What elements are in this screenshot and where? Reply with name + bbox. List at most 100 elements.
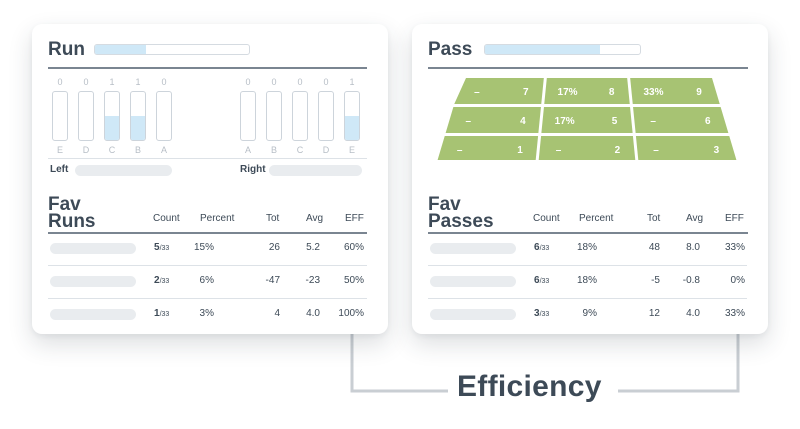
zone-percent: 17% <box>555 116 575 127</box>
zone-number: 2 <box>615 145 621 156</box>
pass-zone-cell[interactable] <box>630 78 720 104</box>
zone-percent: – <box>466 116 472 127</box>
col-percent: Percent <box>200 213 235 224</box>
gap-value: 0 <box>57 77 63 87</box>
cell-tot: 26 <box>268 242 280 253</box>
cell-count: 5/33 <box>154 242 170 253</box>
pass-title-rule <box>428 67 748 69</box>
zone-number: 1 <box>517 145 523 156</box>
pass-title: Pass <box>428 39 473 60</box>
cell-percent: 18% <box>576 275 597 286</box>
cell-eff: 0% <box>730 275 745 286</box>
row-divider <box>428 265 747 266</box>
row-name-bar <box>50 276 136 287</box>
left-side-bar <box>75 165 172 176</box>
gap-value: 1 <box>109 77 115 87</box>
cell-avg: 4.0 <box>306 308 320 319</box>
col-count: Count <box>533 213 560 224</box>
gaps-divider <box>48 158 367 159</box>
cell-percent: 6% <box>199 275 214 286</box>
gap-label: A <box>160 145 167 155</box>
cell-avg: 8.0 <box>686 242 700 253</box>
gap-label: E <box>348 145 355 155</box>
row-name-bar <box>430 276 516 287</box>
gap-value: 0 <box>271 77 277 87</box>
gap-value: 1 <box>135 77 141 87</box>
pass-zone-cell[interactable] <box>538 136 636 160</box>
cell-eff: 50% <box>343 275 364 286</box>
gap-value: 0 <box>83 77 89 87</box>
cell-avg: -23 <box>305 275 320 286</box>
gap-tube <box>240 91 256 141</box>
gap-label: B <box>134 145 141 155</box>
cell-avg: -0.8 <box>682 275 700 286</box>
cell-eff: 60% <box>343 242 364 253</box>
cell-count: 6/33 <box>534 275 550 286</box>
cell-count: 3/33 <box>534 308 550 319</box>
cell-percent: 15% <box>193 242 214 253</box>
gap-tube <box>104 91 120 141</box>
pass-progress-fill <box>485 45 600 54</box>
col-avg: Avg <box>686 213 704 224</box>
pass-zone-cell[interactable] <box>633 107 729 133</box>
col-tot: Tot <box>647 213 661 224</box>
gap-label: E <box>56 145 63 155</box>
row-divider <box>48 265 367 266</box>
gap-value: 0 <box>161 77 167 87</box>
run-title: Run <box>48 39 85 60</box>
cell-eff: 33% <box>724 242 745 253</box>
right-label: Right <box>240 164 266 175</box>
row-divider <box>48 298 367 299</box>
fav-runs-rule <box>48 232 367 234</box>
zone-percent: 33% <box>643 87 663 98</box>
pass-zone-cell[interactable] <box>454 78 544 104</box>
run-title-rule <box>48 67 367 69</box>
pass-zone-cell[interactable] <box>445 107 541 133</box>
row-name-bar <box>50 309 136 320</box>
gap-label: A <box>244 145 251 155</box>
gap-fill <box>105 116 119 140</box>
gap-value: 1 <box>349 77 355 87</box>
cell-avg: 4.0 <box>686 308 700 319</box>
efficiency-label: Efficiency <box>457 370 602 403</box>
gap-tube <box>292 91 308 141</box>
gap-fill <box>131 116 145 140</box>
pass-zone-cell[interactable] <box>437 136 539 160</box>
col-eff: EFF <box>725 213 744 224</box>
gap-value: 0 <box>297 77 303 87</box>
zone-number: 8 <box>609 87 615 98</box>
zone-number: 9 <box>696 87 702 98</box>
zone-number: 3 <box>714 145 720 156</box>
zone-percent: – <box>457 145 463 156</box>
col-count: Count <box>153 213 180 224</box>
right-side-bar <box>269 165 362 176</box>
col-avg: Avg <box>306 213 324 224</box>
run-progress-fill <box>95 45 146 54</box>
pass-card: Pass – 7 17% 8 33% 9 – 4 17% 5 – 6 – 1 – 2 – 3 Fav Passes… <box>412 24 768 334</box>
zone-percent: – <box>650 116 656 127</box>
zone-number: 6 <box>705 116 711 127</box>
zone-percent: – <box>556 145 562 156</box>
gap-fill <box>345 116 359 140</box>
gap-tube <box>156 91 172 141</box>
row-name-bar <box>430 309 516 320</box>
gap-label: C <box>296 145 304 155</box>
cell-count: 1/33 <box>154 308 170 319</box>
gap-tube <box>52 91 68 141</box>
col-percent: Percent <box>579 213 614 224</box>
pass-zone-cell[interactable] <box>541 107 633 133</box>
gap-label: B <box>270 145 277 155</box>
zone-number: 4 <box>520 116 526 127</box>
pass-zone-cell[interactable] <box>635 136 737 160</box>
zone-percent: – <box>653 145 659 156</box>
cell-count: 6/33 <box>534 242 550 253</box>
zone-percent: 17% <box>558 87 578 98</box>
pass-zone-cell[interactable] <box>544 78 630 104</box>
